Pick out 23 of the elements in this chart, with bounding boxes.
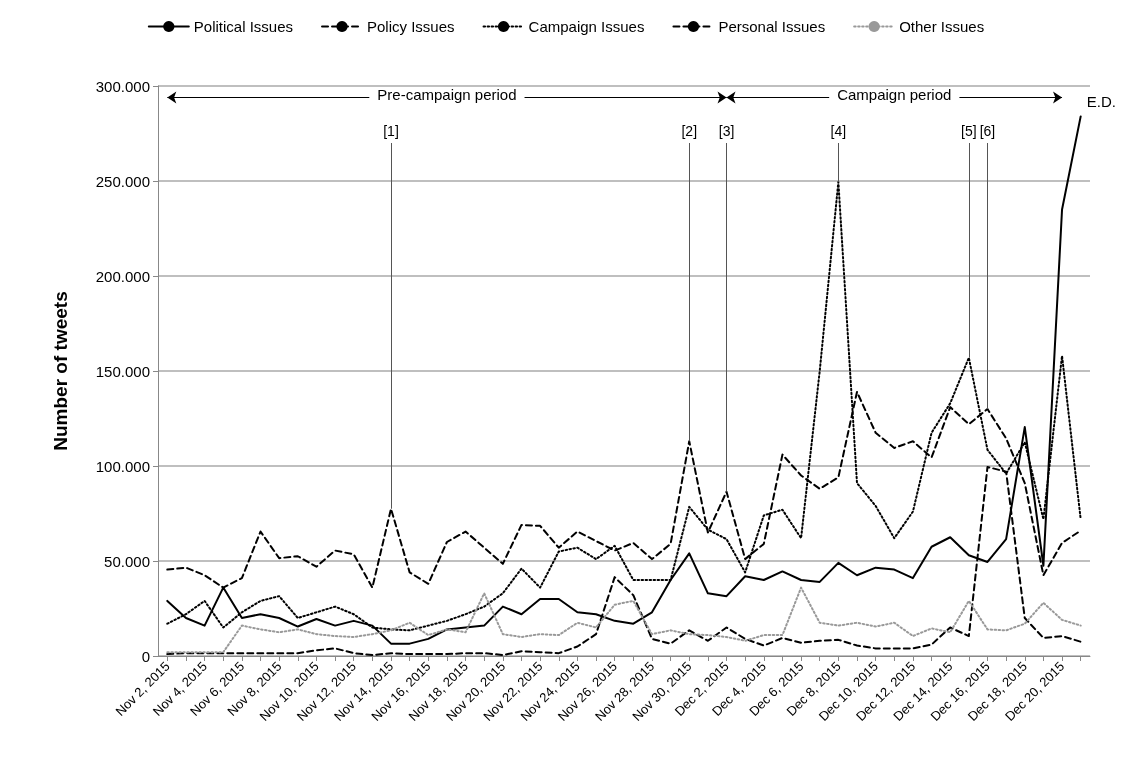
legend-label: Campaign Issues (528, 18, 645, 35)
annotation: E.D. (1086, 93, 1117, 110)
ref-line-label: [4] (830, 123, 847, 139)
ref-line-label: [3] (718, 123, 735, 139)
legend-label: Policy Issues (367, 18, 455, 35)
y-tick-label: 300.000 (95, 77, 150, 95)
line-series (166, 586, 1082, 654)
ref-line-label: [2] (681, 123, 698, 139)
y-tick-label: 0 (141, 647, 150, 665)
ref-line-label: [6] (979, 123, 996, 139)
legend-label: Political Issues (193, 18, 294, 35)
y-tick-label: 50.000 (104, 552, 150, 570)
annotation: Pre-campaign period (377, 86, 517, 104)
legend-label: Personal Issues (718, 18, 826, 35)
annotation: Campaign period (837, 86, 952, 104)
annotation: [5] (961, 123, 977, 139)
ref-line-label: [1] (383, 123, 399, 139)
y-tick-label: 200.000 (95, 267, 150, 285)
y-tick-label: 150.000 (95, 362, 150, 380)
y-tick-label: 250.000 (95, 172, 150, 190)
y-tick-label: 100.000 (95, 457, 150, 475)
legend-label: Other Issues (899, 18, 985, 35)
y-axis-title: Number of tweets (50, 291, 71, 451)
